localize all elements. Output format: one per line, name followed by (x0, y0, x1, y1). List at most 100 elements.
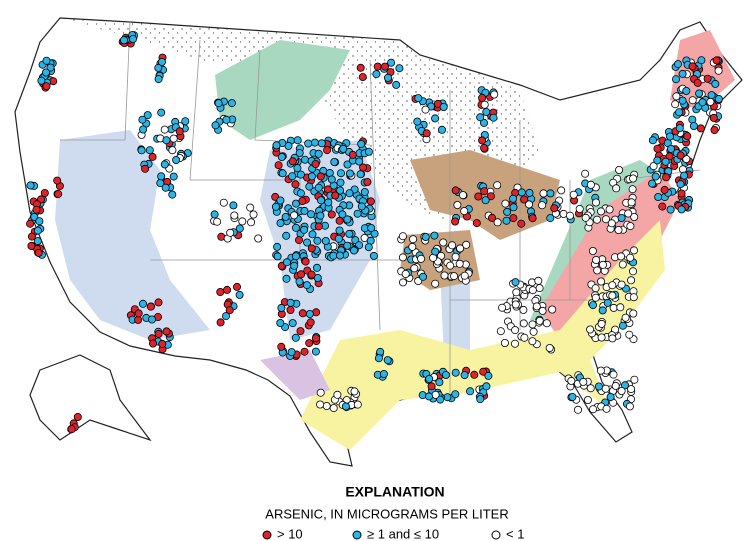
sample-dot (311, 159, 320, 168)
sample-dot (372, 70, 381, 79)
sample-dot (162, 327, 171, 336)
sample-dot (496, 327, 505, 336)
sample-dot (557, 186, 566, 195)
sample-dot (323, 146, 332, 155)
sample-dot (528, 214, 537, 223)
sample-dot (358, 73, 367, 82)
sample-dot (227, 99, 236, 108)
sample-dot (162, 136, 171, 145)
sample-dot (312, 263, 321, 272)
sample-dot (286, 298, 295, 307)
sample-dot (314, 183, 323, 192)
sample-dot (42, 82, 51, 91)
sample-dot (596, 366, 605, 375)
sample-dot (460, 271, 469, 280)
sample-dot (300, 225, 309, 234)
sample-dot (667, 144, 676, 153)
sample-dot (33, 237, 42, 246)
sample-dot (379, 369, 388, 378)
sample-dot (286, 305, 295, 314)
sample-dot (311, 334, 320, 343)
sample-dot (599, 260, 608, 269)
sample-dot (364, 147, 373, 156)
sample-dot (160, 160, 169, 169)
sample-dot (157, 58, 166, 67)
sample-dot (345, 169, 354, 178)
sample-dot (359, 163, 368, 172)
sample-dot (568, 392, 577, 401)
sample-dot (147, 315, 156, 324)
sample-dot (470, 370, 479, 379)
sample-dot (27, 241, 36, 250)
sample-dot (630, 212, 639, 221)
sample-dot (314, 222, 323, 231)
sample-dot (34, 248, 43, 257)
sample-dot (291, 180, 300, 189)
sample-dot (601, 384, 610, 393)
sample-dot (291, 333, 300, 342)
sample-dot (683, 132, 692, 141)
sample-dot (143, 111, 152, 120)
sample-dot (546, 189, 555, 198)
sample-dot (520, 333, 529, 342)
sample-dot (629, 267, 638, 276)
sample-dot (627, 276, 636, 285)
sample-dot (327, 175, 336, 184)
sample-dot (336, 178, 345, 187)
alaska-inset (29, 354, 152, 442)
sample-dot (427, 382, 436, 391)
sample-dot (649, 162, 658, 171)
sample-dot (586, 384, 595, 393)
sample-dot (343, 160, 352, 169)
sample-dot (54, 190, 63, 199)
sample-dot (654, 192, 663, 201)
sample-dot (307, 172, 316, 181)
sample-dot (272, 141, 281, 150)
sample-dot (710, 126, 719, 135)
sample-dot (617, 252, 626, 261)
sample-dot (345, 229, 354, 238)
sample-dot (658, 202, 667, 211)
sample-dot (348, 150, 357, 159)
sample-dot (548, 305, 557, 314)
sample-dot (324, 198, 333, 207)
sample-dot (303, 238, 312, 247)
sample-dot (535, 316, 544, 325)
sample-dot (317, 139, 326, 148)
sample-dot (157, 108, 166, 117)
legend-swatch (352, 530, 362, 540)
sample-dot (327, 210, 336, 219)
sample-dot (528, 320, 537, 329)
sample-dot (306, 210, 315, 219)
sample-dot (288, 319, 297, 328)
sample-dot (216, 287, 225, 296)
sample-dot (648, 179, 657, 188)
sample-dot (677, 189, 686, 198)
legend-item: < 1 (506, 526, 524, 541)
sample-dot (294, 236, 303, 245)
sample-dot (439, 103, 448, 112)
sample-dot (451, 252, 460, 261)
sample-dot (709, 113, 718, 122)
sample-dot (148, 152, 157, 161)
sample-dot (466, 387, 475, 396)
sample-dot (278, 169, 287, 178)
sample-dot (592, 198, 601, 207)
sample-dot (528, 286, 537, 295)
purple-region (260, 350, 330, 400)
sample-dot (597, 277, 606, 286)
sample-dot (145, 146, 154, 155)
sample-dot (538, 201, 547, 210)
sample-dot (529, 327, 538, 336)
sample-dot (221, 312, 230, 321)
sample-dot (538, 306, 547, 315)
sample-dot (238, 217, 247, 226)
sample-dot (586, 180, 595, 189)
sample-dot (605, 205, 614, 214)
sample-dot (322, 401, 331, 410)
sample-dot (480, 143, 489, 152)
sample-dot (607, 219, 616, 228)
sample-dot (367, 223, 376, 232)
